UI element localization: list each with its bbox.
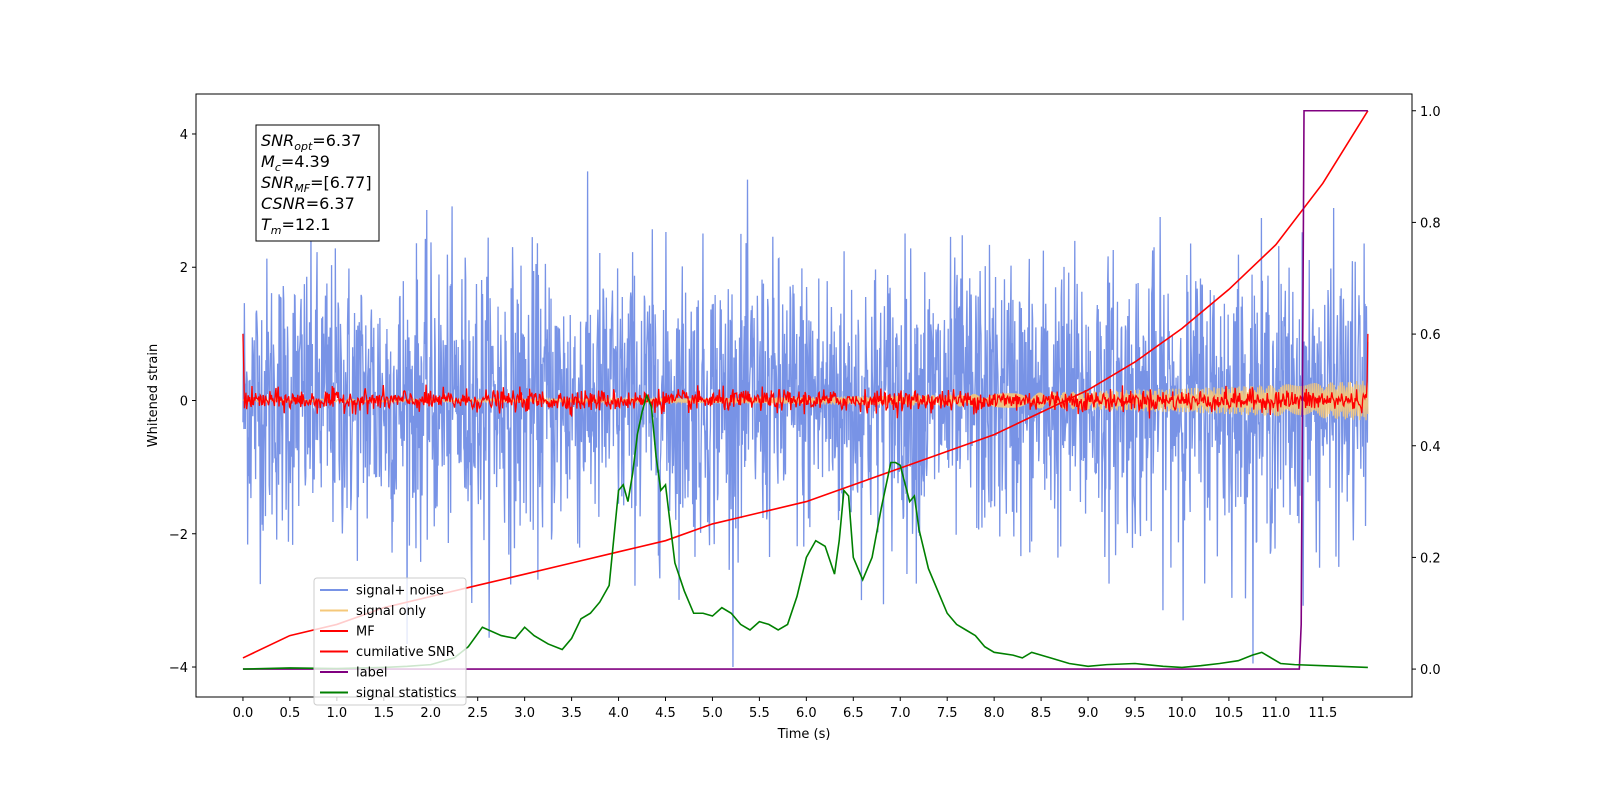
legend-frame xyxy=(313,577,467,706)
x-tick-label: 9.0 xyxy=(1078,706,1099,721)
ticks-layer: 0.0 0.5 1.0 1.5 2.0 2.5 3.0 3.5 4.0 4.5 5.0 5.5 6.0 6… xyxy=(169,105,1441,721)
y2-tick-label: 0.0 xyxy=(1420,663,1441,678)
stats-line: CSNR=6.37 xyxy=(261,194,355,213)
stats-box-frame xyxy=(255,124,380,242)
legend-entry-label: MF xyxy=(356,625,375,640)
y2-tick-label: 0.4 xyxy=(1420,440,1441,455)
x-tick-label: 11.0 xyxy=(1261,706,1290,721)
x-tick-label: 5.5 xyxy=(749,706,770,721)
y2-tick-label: 0.2 xyxy=(1420,551,1441,566)
x-tick-label: 8.5 xyxy=(1031,706,1052,721)
y-tick-label: 4 xyxy=(180,128,188,143)
stats-line: Tm=12.1 xyxy=(261,215,331,237)
x-tick-label: 7.0 xyxy=(890,706,911,721)
x-tick-label: 0.5 xyxy=(280,706,301,721)
x-tick-label: 1.0 xyxy=(327,706,348,721)
x-tick-label: 8.0 xyxy=(984,706,1005,721)
x-tick-label: 4.0 xyxy=(608,706,629,721)
legend: signal+ noise signal only MF cumilative SNR… xyxy=(313,577,467,706)
stats-line: SNRMF=[6.77] xyxy=(261,173,372,195)
stats-line: SNRopt=6.37 xyxy=(261,131,361,153)
y2-tick-label: 0.8 xyxy=(1420,216,1441,231)
y-axis-label: Whitened strain xyxy=(146,344,161,447)
x-axis-label: Time (s) xyxy=(777,727,831,742)
stats-line: Mc=4.39 xyxy=(261,152,330,174)
x-tick-label: 9.5 xyxy=(1125,706,1146,721)
y-tick-label: −4 xyxy=(169,661,188,676)
x-tick-label: 5.0 xyxy=(702,706,723,721)
x-tick-label: 10.5 xyxy=(1214,706,1243,721)
y-tick-label: −2 xyxy=(169,528,188,543)
series-signal-statistics-line xyxy=(242,393,1368,670)
legend-entry-label: signal only xyxy=(356,604,426,619)
x-tick-label: 6.0 xyxy=(796,706,817,721)
x-tick-label: 2.0 xyxy=(420,706,441,721)
legend-entry-label: signal+ noise xyxy=(356,584,444,599)
x-tick-label: 2.5 xyxy=(467,706,488,721)
legend-entry-label: label xyxy=(356,666,387,681)
x-tick-label: 1.5 xyxy=(373,706,394,721)
x-tick-label: 10.0 xyxy=(1167,706,1196,721)
series-mf-line xyxy=(242,333,1369,419)
x-tick-label: 11.5 xyxy=(1308,706,1337,721)
x-tick-label: 7.5 xyxy=(937,706,958,721)
legend-entry-label: cumilative SNR xyxy=(356,645,455,660)
y-tick-label: 0 xyxy=(180,394,188,409)
y2-tick-label: 0.6 xyxy=(1420,328,1441,343)
x-tick-label: 0.0 xyxy=(233,706,254,721)
series-label-line xyxy=(242,109,1368,670)
x-tick-label: 3.0 xyxy=(514,706,535,721)
y-tick-label: 2 xyxy=(180,261,188,276)
x-tick-label: 3.5 xyxy=(561,706,582,721)
legend-entry-label: signal statistics xyxy=(356,686,457,701)
axes-frame xyxy=(195,93,1413,698)
y2-tick-label: 1.0 xyxy=(1420,105,1441,120)
x-tick-label: 4.5 xyxy=(655,706,676,721)
x-tick-label: 6.5 xyxy=(843,706,864,721)
